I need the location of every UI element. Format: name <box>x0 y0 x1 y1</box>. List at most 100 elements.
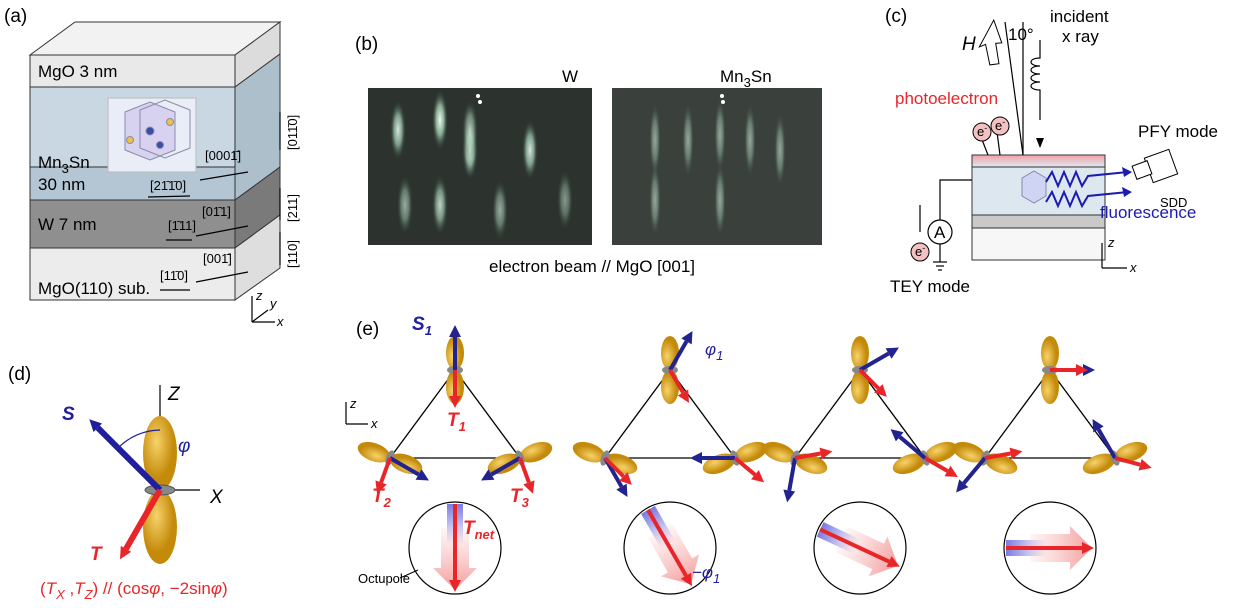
s-label: S <box>62 404 75 425</box>
t-label: T <box>90 544 103 565</box>
arrow-head <box>1122 187 1132 197</box>
axis-label: z <box>1107 235 1115 250</box>
image-label: Mn3Sn <box>720 67 772 90</box>
direction-label: [21̄1̄0] <box>150 178 186 193</box>
text-part: S <box>412 314 425 335</box>
spot <box>478 100 482 104</box>
ammeter-label: A <box>934 223 946 242</box>
streak <box>682 102 694 178</box>
spin-arrow-head <box>783 489 795 502</box>
layer-w <box>972 215 1105 228</box>
subscript: 3 <box>62 161 69 176</box>
layer-top <box>972 155 1105 167</box>
direction-label: [01̄1] <box>202 204 231 219</box>
relation: (TX ,TZ) // (cosφ, −2sinφ) <box>40 579 228 602</box>
panel-label: (b) <box>355 34 378 55</box>
subscript: 1 <box>459 419 466 434</box>
text-part: , −2sin <box>160 579 211 598</box>
config <box>760 336 960 594</box>
streak <box>557 170 573 230</box>
spin-arrow <box>789 458 795 490</box>
arrow-head <box>1122 167 1132 177</box>
direction-label: [1̄11] <box>168 218 196 233</box>
field-label: H <box>962 34 976 55</box>
tey-label: TEY mode <box>890 277 970 296</box>
panel-e: (e) z x S1 T1 T2 T3 Tnet Octupole φ1 −φ1 <box>346 314 1152 595</box>
text-part: ) // (cos <box>93 579 150 598</box>
streak <box>649 162 661 238</box>
side-direction: [110] <box>285 240 300 268</box>
image-label: W <box>562 67 578 86</box>
s1-label: S1 <box>412 314 432 338</box>
axis-label: X <box>209 487 224 508</box>
crystal-inset <box>108 98 196 172</box>
streak <box>492 180 508 240</box>
incident-label: x ray <box>1062 27 1099 46</box>
direction-label: [11̄0] <box>160 268 188 283</box>
detector <box>1132 149 1178 182</box>
config <box>570 331 770 595</box>
direction-label: [001̄] <box>203 251 232 266</box>
streak <box>432 90 448 150</box>
page-body: (a) MgO 3 nm Mn3Sn 30 nm W 7 nm MgO(110)… <box>0 0 1236 608</box>
streak <box>774 112 786 188</box>
streak <box>397 175 413 235</box>
caption: electron beam // MgO [001] <box>489 257 695 276</box>
spot <box>721 100 725 104</box>
axis-label: x <box>370 416 378 431</box>
net-arrow-head <box>1082 542 1094 554</box>
text-part: −φ <box>692 563 713 582</box>
incident-label: incident <box>1050 7 1109 26</box>
moment-arrow-head <box>1139 459 1152 471</box>
subscript: 1 <box>713 571 720 586</box>
axis-label: z <box>349 396 357 411</box>
subscript: 1 <box>425 323 432 338</box>
tnet-label: Tnet <box>463 518 495 542</box>
field-arrow <box>978 19 1004 66</box>
panel-c: (c) e- e- e- A H 10° incident x ray phot… <box>885 6 1218 296</box>
octupole-label: Octupole <box>358 571 410 586</box>
spot <box>720 94 724 98</box>
superscript: - <box>1002 117 1005 127</box>
fluorescence-label: fluorescence <box>1100 203 1196 222</box>
layer-label: 30 nm <box>38 175 85 194</box>
panel-b: (b) W Mn3Sn electron beam // MgO [001] <box>355 34 822 276</box>
layer-label: MgO 3 nm <box>38 62 117 81</box>
crystal <box>1022 171 1046 203</box>
config <box>950 336 1152 594</box>
streak <box>714 97 726 173</box>
subscript: net <box>475 527 495 542</box>
pfy-label: PFY mode <box>1138 122 1218 141</box>
streak <box>432 175 448 235</box>
side-direction: [211] <box>285 194 300 222</box>
figure: (a) MgO 3 nm Mn3Sn 30 nm W 7 nm MgO(110)… <box>0 0 1236 608</box>
text-part: Sn <box>751 67 772 86</box>
axes-c <box>1102 243 1127 268</box>
orbital-lobe <box>143 490 177 564</box>
streak <box>390 100 406 160</box>
photoelectron-label: photoelectron <box>895 89 998 108</box>
text-part: e <box>977 124 984 139</box>
axis-label: y <box>269 296 278 311</box>
text-part: e <box>915 244 922 259</box>
text-part: φ <box>211 579 222 598</box>
minus-phi1-label: −φ1 <box>692 563 720 586</box>
streak <box>714 162 726 238</box>
panel-d: (d) Z X S T φ (TX ,TZ) // (cosφ, −2sinφ) <box>8 364 228 602</box>
panel-label: (d) <box>8 364 31 385</box>
streak <box>744 102 756 178</box>
net-arrow-head <box>449 580 461 592</box>
superscript: - <box>922 243 925 253</box>
phi1-label: φ1 <box>705 340 723 363</box>
axis-label: z <box>255 288 263 303</box>
text-part: , <box>65 579 74 598</box>
spot <box>476 94 480 98</box>
text-part: e <box>995 118 1002 133</box>
text-part: Mn <box>720 67 744 86</box>
streak <box>522 120 538 180</box>
panel-label: (c) <box>885 6 907 27</box>
text-part: Sn <box>69 153 90 172</box>
superscript: - <box>984 123 987 133</box>
text-part: Mn <box>38 153 62 172</box>
axis-label: x <box>1129 260 1137 275</box>
